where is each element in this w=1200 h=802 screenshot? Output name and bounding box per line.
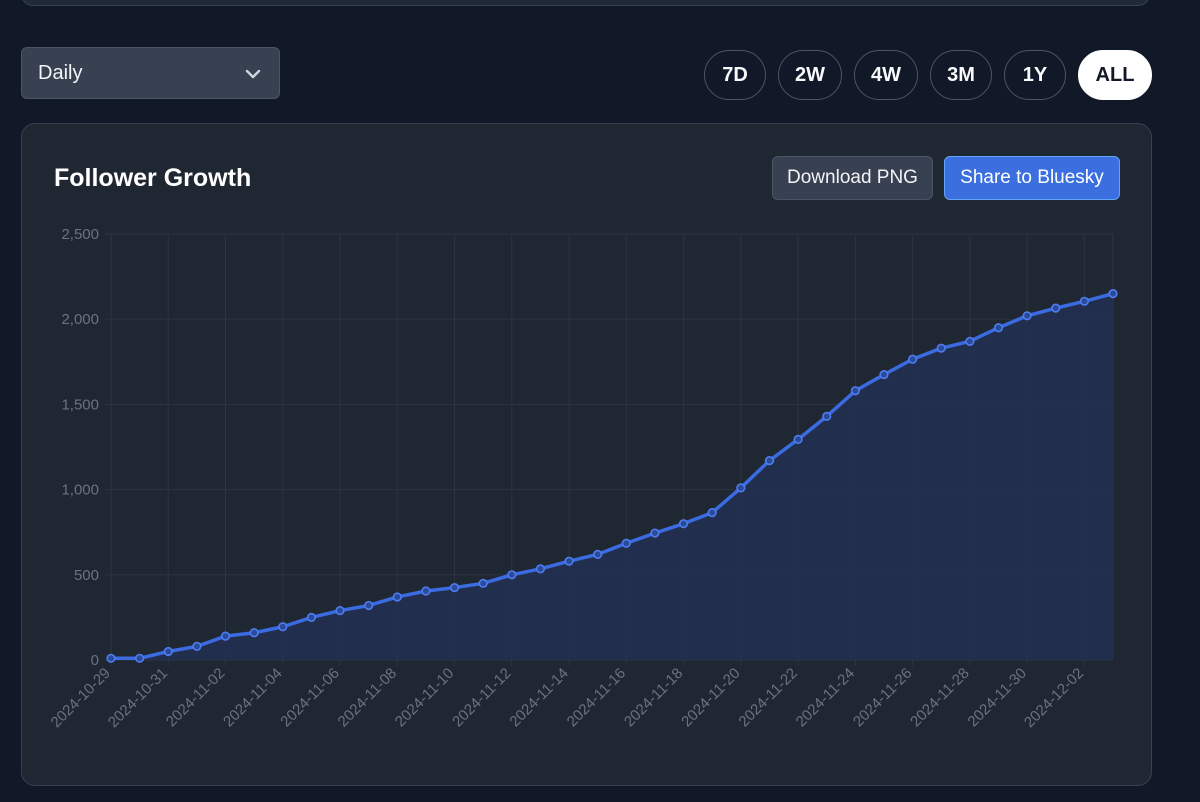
data-point <box>850 386 860 396</box>
period-select-value: Daily <box>38 61 83 84</box>
x-tick-label: 2024-11-20 <box>678 665 743 730</box>
y-tick-label: 2,000 <box>61 311 99 328</box>
data-point <box>364 600 374 611</box>
share-to-bluesky-button[interactable]: Share to Bluesky <box>944 156 1120 200</box>
period-select[interactable]: Daily <box>21 47 280 99</box>
x-tick-label: 2024-11-22 <box>735 665 800 730</box>
x-tick-label: 2024-11-04 <box>220 665 285 730</box>
data-point <box>907 354 918 364</box>
follower-growth-card: Follower Growth Download PNG Share to Bl… <box>21 123 1152 786</box>
data-point <box>306 612 317 623</box>
range-button-group: 7D 2W 4W 3M 1Y ALL <box>704 50 1152 100</box>
range-button-3m[interactable]: 3M <box>930 50 992 100</box>
data-point <box>822 411 832 421</box>
x-tick-label: 2024-11-26 <box>850 665 915 730</box>
data-point <box>163 646 173 657</box>
data-point <box>650 528 660 538</box>
series-area <box>111 293 1113 660</box>
series-line <box>109 291 1115 661</box>
data-point <box>678 519 689 529</box>
data-point <box>449 582 460 593</box>
x-tick-label: 2024-12-02 <box>1021 665 1087 731</box>
x-tick-label: 2024-11-28 <box>907 665 972 730</box>
data-point <box>1079 296 1089 306</box>
y-tick-label: 1,000 <box>61 482 99 499</box>
data-point <box>965 336 975 346</box>
range-button-all[interactable]: ALL <box>1078 50 1152 100</box>
data-point <box>879 369 889 380</box>
data-point <box>278 622 288 632</box>
x-tick-label: 2024-11-30 <box>964 665 1029 730</box>
data-point <box>1022 311 1032 321</box>
data-point <box>249 628 259 638</box>
x-tick-label: 2024-11-12 <box>449 665 514 730</box>
data-point <box>621 538 631 548</box>
data-point <box>507 570 517 580</box>
data-point <box>220 631 231 641</box>
data-point <box>736 483 746 493</box>
data-point <box>421 586 431 596</box>
data-point <box>478 578 488 588</box>
x-tick-label: 2024-11-16 <box>564 665 629 730</box>
x-tick-label: 2024-11-14 <box>506 665 571 730</box>
x-tick-label: 2024-11-06 <box>277 665 342 730</box>
x-tick-label: 2024-11-24 <box>793 665 858 730</box>
data-point <box>192 641 202 651</box>
data-point <box>1108 289 1118 299</box>
y-tick-label: 500 <box>74 567 99 584</box>
x-tick-label: 2024-11-08 <box>335 665 400 730</box>
x-tick-label: 2024-10-31 <box>105 665 171 731</box>
data-point <box>335 605 345 616</box>
data-point <box>707 508 717 518</box>
range-button-7d[interactable]: 7D <box>704 50 766 100</box>
download-png-button[interactable]: Download PNG <box>772 156 933 200</box>
data-point <box>392 592 402 602</box>
data-point <box>1051 303 1061 313</box>
x-tick-label: 2024-11-18 <box>621 665 686 730</box>
y-tick-label: 1,500 <box>61 396 99 413</box>
range-button-2w[interactable]: 2W <box>778 50 842 100</box>
data-point <box>564 556 574 566</box>
data-point <box>993 323 1004 333</box>
follower-growth-chart: 05001,0001,5002,0002,5002024-10-292024-1… <box>48 226 1118 731</box>
data-point <box>135 653 145 663</box>
y-tick-label: 0 <box>91 652 99 669</box>
range-button-4w[interactable]: 4W <box>854 50 918 100</box>
y-tick-label: 2,500 <box>61 226 99 243</box>
data-point <box>593 549 603 559</box>
data-point <box>106 653 116 663</box>
range-button-1y[interactable]: 1Y <box>1004 50 1066 100</box>
x-tick-label: 2024-11-02 <box>163 665 228 730</box>
data-point <box>936 343 946 353</box>
x-tick-label: 2024-11-10 <box>392 665 457 730</box>
data-point <box>764 456 775 466</box>
chevron-down-icon <box>245 69 261 79</box>
data-point <box>793 434 803 444</box>
top-panel <box>21 0 1150 6</box>
x-tick-label: 2024-10-29 <box>48 665 114 731</box>
chart-title: Follower Growth <box>54 164 252 192</box>
data-point <box>535 564 546 574</box>
